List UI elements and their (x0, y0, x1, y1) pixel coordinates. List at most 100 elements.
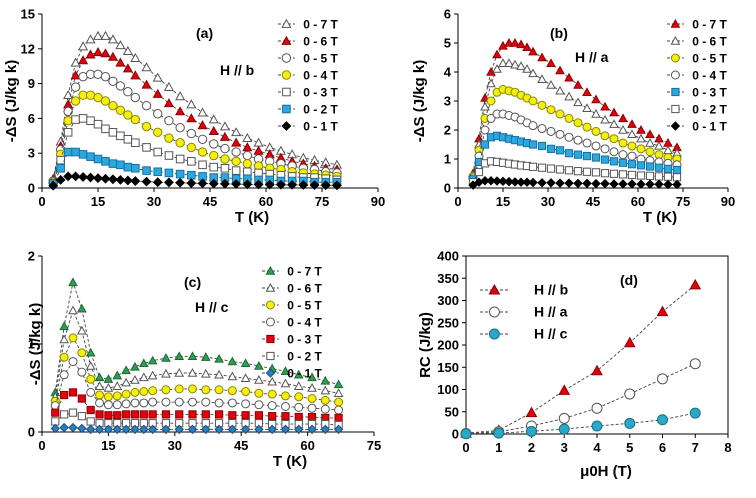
data-point (254, 168, 263, 178)
x-tick-label: 75 (315, 194, 329, 209)
data-point (636, 171, 646, 180)
series-7 (48, 171, 342, 191)
data-point (689, 278, 702, 290)
data-point (122, 45, 133, 55)
data-point (573, 80, 583, 89)
series-3 (48, 69, 342, 186)
data-point (591, 126, 601, 136)
y-axis-label: -ΔS (J/kg k) (411, 60, 428, 142)
data-point (242, 150, 253, 161)
data-point (294, 412, 303, 422)
data-point (333, 424, 344, 435)
data-point (175, 91, 186, 101)
data-point (78, 55, 89, 65)
x-tick-label: 3 (561, 440, 568, 455)
data-point (130, 387, 140, 397)
series-4 (50, 357, 344, 415)
data-point (241, 411, 250, 420)
data-point (636, 161, 646, 170)
data-point (309, 180, 320, 191)
data-point (175, 177, 186, 188)
data-point (558, 384, 571, 395)
data-point (121, 399, 131, 409)
data-point (214, 369, 224, 379)
data-point (537, 52, 547, 62)
data-point (609, 134, 619, 144)
legend-marker (266, 351, 275, 361)
data-point (107, 34, 118, 44)
data-point (116, 160, 125, 170)
data-point (558, 412, 570, 424)
x-tick-label: 0 (38, 194, 45, 209)
data-point (71, 115, 80, 124)
data-point (546, 144, 556, 153)
data-point (624, 388, 636, 400)
data-point (672, 173, 682, 182)
data-point (618, 138, 628, 148)
data-point (537, 141, 547, 151)
x-tick-label: 30 (147, 194, 161, 209)
data-point (175, 122, 185, 133)
data-point (220, 143, 230, 154)
legend-label: 0 - 3 T (692, 86, 727, 100)
data-point (220, 164, 230, 173)
data-point (645, 129, 655, 139)
data-point (657, 373, 668, 385)
data-point (138, 372, 149, 382)
legend-label: 0 - 1 T (287, 367, 322, 381)
y-tick-label: 0 (444, 181, 451, 196)
data-point (130, 52, 141, 62)
data-point (254, 411, 264, 420)
y-tick-label: 6 (28, 111, 35, 126)
data-point (108, 100, 118, 111)
data-point (48, 180, 59, 191)
data-point (50, 401, 60, 411)
data-point (208, 114, 219, 124)
data-point (153, 127, 163, 138)
data-point (152, 72, 163, 82)
data-point (333, 388, 344, 397)
data-point (188, 397, 198, 407)
data-point (307, 412, 317, 422)
field-direction-annotation: H // c (195, 299, 229, 315)
data-point (220, 178, 230, 189)
y-axis-label: RC (J/kg) (417, 312, 434, 378)
data-point (161, 353, 171, 362)
data-point (231, 137, 242, 147)
legend-label: 0 - 2 T (303, 103, 338, 117)
data-point (219, 131, 230, 141)
data-point (307, 372, 317, 382)
data-point (138, 358, 149, 368)
data-point (516, 39, 526, 49)
data-point (95, 398, 105, 408)
data-point (526, 425, 537, 437)
data-point (486, 176, 496, 186)
series-line (54, 280, 339, 393)
data-point (214, 385, 224, 395)
data-point (600, 169, 610, 178)
data-point (332, 180, 342, 191)
data-point (645, 179, 655, 189)
data-point (186, 142, 197, 153)
data-point (186, 128, 197, 139)
data-point (108, 76, 118, 86)
data-point (71, 147, 80, 157)
data-point (85, 424, 96, 435)
data-point (645, 138, 655, 147)
panel-label: (c) (184, 274, 201, 290)
data-point (86, 374, 96, 384)
data-point (187, 368, 198, 377)
data-point (113, 411, 122, 420)
data-point (627, 119, 637, 128)
data-point (63, 171, 74, 182)
data-point (609, 179, 619, 189)
data-point (298, 180, 309, 190)
data-point (70, 171, 81, 182)
data-point (618, 150, 628, 160)
data-point (197, 147, 208, 157)
data-point (63, 116, 73, 126)
data-point (101, 124, 110, 134)
data-point (200, 352, 211, 361)
data-point (142, 166, 151, 175)
data-point (654, 172, 664, 181)
